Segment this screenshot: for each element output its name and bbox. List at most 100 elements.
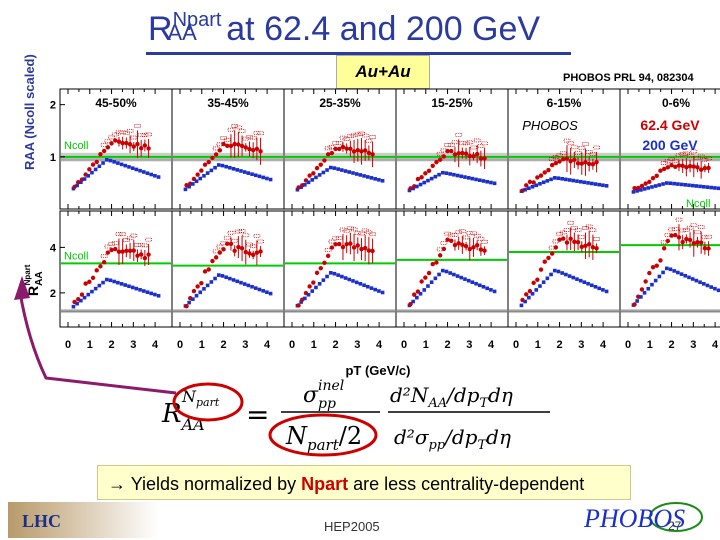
point-62gev (474, 243, 480, 248)
ncoll-label: Ncoll (686, 198, 710, 210)
point-62gev (120, 140, 125, 146)
systematic-box-62gev (108, 135, 115, 140)
point-62gev (524, 183, 529, 188)
point-200gev (79, 180, 83, 185)
x-tick-label: 0 (65, 339, 71, 351)
systematic-box-62gev (675, 217, 683, 222)
point-62gev (546, 255, 551, 261)
point-62gev (647, 270, 652, 276)
legend-entry: 62.4 GeV (640, 117, 700, 133)
pointer-arrowhead-icon (14, 276, 30, 300)
point-62gev (463, 244, 469, 249)
point-200gev (362, 283, 366, 288)
point-200gev (571, 178, 576, 183)
point-62gev (355, 243, 360, 248)
x-tick-label: 0 (177, 339, 183, 351)
point-200gev (549, 177, 553, 182)
point-62gev (202, 269, 208, 274)
point-200gev (672, 269, 676, 273)
point-62gev (524, 292, 529, 297)
systematic-box-62gev (145, 132, 152, 137)
point-200gev (519, 303, 524, 308)
point-200gev (377, 178, 381, 182)
point-200gev (332, 271, 337, 276)
point-200gev (365, 175, 370, 179)
point-200gev (489, 180, 493, 185)
systematic-box-62gev (563, 138, 571, 143)
conference-name: HEP2005 (324, 519, 380, 534)
point-200gev (220, 163, 225, 168)
systematic-box-62gev (253, 131, 261, 135)
point-200gev (433, 174, 438, 179)
point-200gev (440, 268, 445, 273)
point-200gev (191, 297, 195, 301)
point-62gev (243, 145, 248, 150)
y-tick-label: 2 (50, 100, 56, 112)
point-62gev (296, 303, 301, 308)
point-200gev (242, 170, 247, 174)
point-200gev (191, 182, 195, 186)
point-200gev (321, 278, 326, 282)
systematic-box-62gev (548, 157, 556, 161)
point-200gev (560, 271, 564, 275)
point-200gev (481, 179, 486, 183)
point-200gev (586, 281, 590, 286)
systematic-box-62gev (350, 227, 358, 232)
point-200gev (586, 181, 590, 185)
point-62gev (146, 146, 151, 151)
point-200gev (205, 283, 210, 288)
systematic-box-62gev (332, 141, 339, 145)
point-200gev (108, 158, 113, 163)
systematic-box-62gev (216, 244, 224, 249)
point-62gev (460, 150, 465, 156)
point-200gev (701, 184, 706, 189)
systematic-box-62gev (440, 148, 448, 153)
point-200gev (597, 182, 601, 187)
point-200gev (119, 282, 124, 286)
systematic-box-62gev (660, 240, 668, 245)
point-200gev (82, 295, 87, 300)
point-62gev (654, 173, 659, 178)
point-200gev (183, 187, 188, 192)
point-62gev (680, 163, 685, 168)
formula-equals: = (246, 398, 269, 431)
point-200gev (362, 174, 366, 178)
point-200gev (534, 288, 539, 292)
point-200gev (377, 289, 381, 293)
point-200gev (597, 286, 601, 291)
point-62gev (228, 143, 234, 149)
point-200gev (444, 269, 449, 274)
point-200gev (336, 273, 340, 277)
systematic-box-62gev (249, 244, 257, 249)
systematic-box-62gev (324, 247, 332, 252)
point-62gev (643, 181, 648, 186)
point-200gev (541, 180, 546, 185)
point-200gev (448, 172, 452, 176)
x-tick-label: 3 (242, 339, 248, 351)
point-62gev (419, 279, 424, 284)
point-62gev (90, 275, 96, 281)
x-tick-label: 4 (376, 339, 383, 351)
point-200gev (224, 164, 228, 169)
point-62gev (124, 140, 129, 146)
systematic-box-62gev (234, 229, 242, 234)
point-62gev (359, 246, 364, 252)
point-200gev (306, 180, 311, 185)
point-200gev (209, 168, 214, 173)
x-tick-label: 0 (625, 339, 631, 351)
systematic-box-62gev (346, 226, 354, 231)
systematic-band-inner (61, 158, 171, 162)
point-200gev (347, 277, 352, 282)
legend-entry: 200 GeV (642, 137, 698, 153)
conclusion-box (97, 465, 631, 500)
point-200gev (213, 165, 217, 170)
point-200gev (552, 176, 557, 180)
svg-text:RAANpart: RAANpart (23, 264, 45, 296)
systematic-box-62gev (671, 227, 679, 231)
title-sup: Npart (172, 9, 222, 31)
systematic-box-62gev (668, 227, 675, 232)
point-62gev (687, 163, 693, 169)
point-200gev (642, 291, 647, 295)
systematic-box-62gev (343, 137, 351, 141)
